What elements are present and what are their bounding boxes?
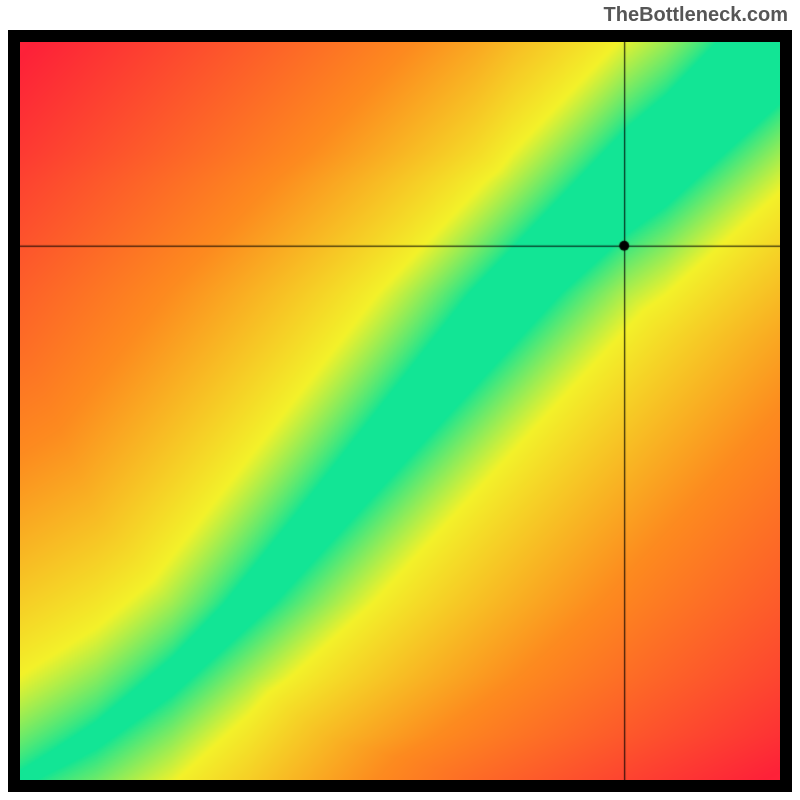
watermark-text: TheBottleneck.com: [604, 4, 788, 27]
heatmap-canvas: [20, 42, 780, 780]
heatmap-plot: [20, 42, 780, 780]
chart-frame: [8, 30, 792, 792]
chart-container: TheBottleneck.com: [0, 0, 800, 800]
